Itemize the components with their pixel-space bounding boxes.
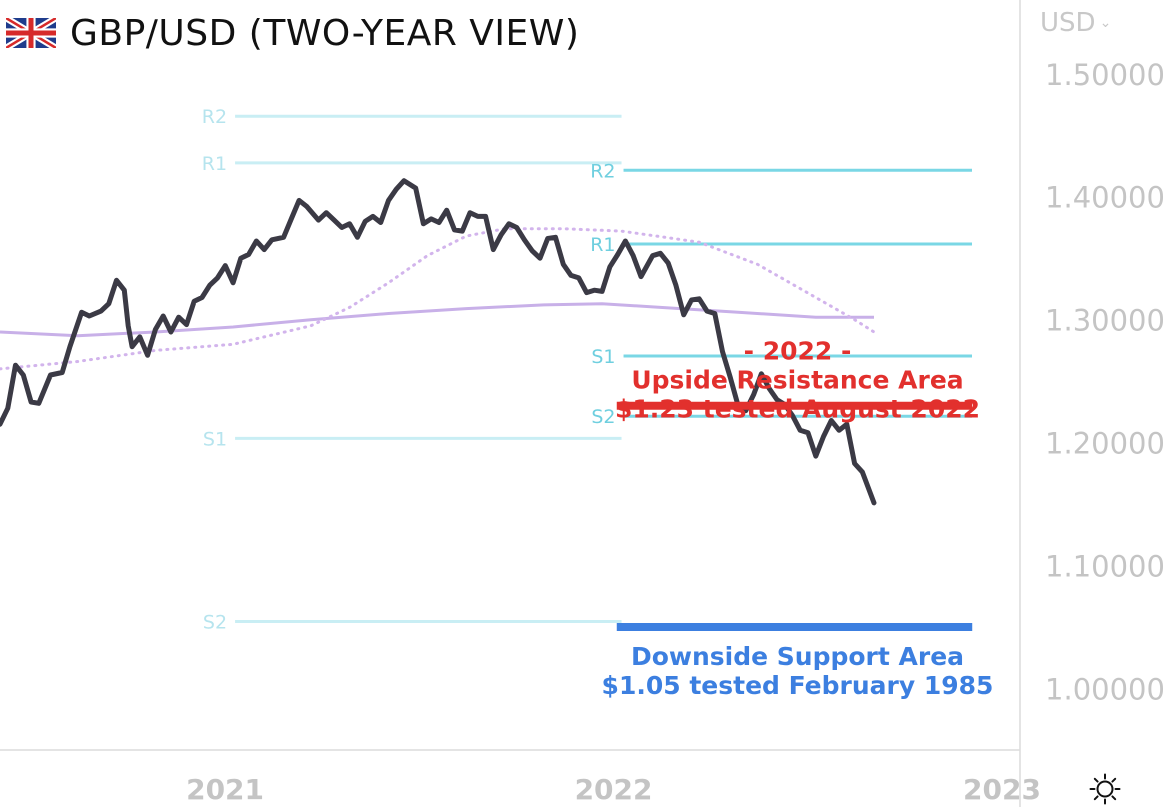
- pivot-label-2022-r2: R2: [590, 160, 615, 182]
- price-series-line: [0, 178, 877, 506]
- pivot-label-2022-s2: S2: [591, 406, 615, 428]
- resistance-annotation-line-3: $1.23 tested August 2022: [615, 395, 980, 424]
- pivot-levels: R2 R1 S1 S2 R2 R1 S1 S2: [202, 106, 972, 634]
- y-tick-label: 1.30000: [1045, 304, 1165, 338]
- y-tick-label: 1.20000: [1045, 427, 1165, 461]
- resistance-annotation-line-2: Upside Resistance Area: [631, 366, 963, 395]
- pivot-label-2021-r1: R1: [202, 153, 227, 175]
- price-series: [0, 178, 877, 506]
- currency-selector[interactable]: USD ⌄: [1040, 8, 1111, 38]
- y-tick-label: 1.00000: [1045, 673, 1165, 707]
- pivot-label-2022-r1: R1: [590, 234, 615, 256]
- chart-title: GBP/USD (TWO-YEAR VIEW): [70, 12, 580, 54]
- chart-header: GBP/USD (TWO-YEAR VIEW): [6, 10, 579, 56]
- y-tick-label: 1.10000: [1045, 550, 1165, 584]
- pivot-label-2021-s1: S1: [203, 428, 227, 450]
- support-annotation-line-2: $1.05 tested February 1985: [602, 671, 994, 700]
- pivot-label-2021-s2: S2: [203, 612, 227, 634]
- currency-label: USD: [1040, 8, 1096, 38]
- x-axis: 2021 2022 2023: [186, 773, 1041, 806]
- sun-gear-icon[interactable]: [1088, 772, 1122, 806]
- y-tick-label: 1.50000: [1045, 58, 1165, 92]
- y-axis: 1.50000 1.40000 1.30000 1.20000 1.10000 1.000…: [1045, 58, 1165, 707]
- y-tick-label: 1.40000: [1045, 181, 1165, 215]
- x-tick-label: 2022: [575, 773, 653, 806]
- pivot-label-2022-s1: S1: [591, 346, 615, 368]
- annotations: - 2022 -Upside Resistance Area$1.23 test…: [602, 337, 994, 700]
- moving-average-dotted-line: [0, 227, 876, 371]
- pivot-label-2021-r2: R2: [202, 106, 227, 128]
- resistance-annotation-line-1: - 2022 -: [744, 337, 852, 366]
- support-annotation-line-1: Downside Support Area: [631, 642, 964, 671]
- chevron-down-icon: ⌄: [1099, 15, 1112, 31]
- x-tick-label: 2021: [186, 773, 264, 806]
- uk-flag-icon: [6, 18, 56, 48]
- x-tick-label: 2023: [963, 773, 1041, 806]
